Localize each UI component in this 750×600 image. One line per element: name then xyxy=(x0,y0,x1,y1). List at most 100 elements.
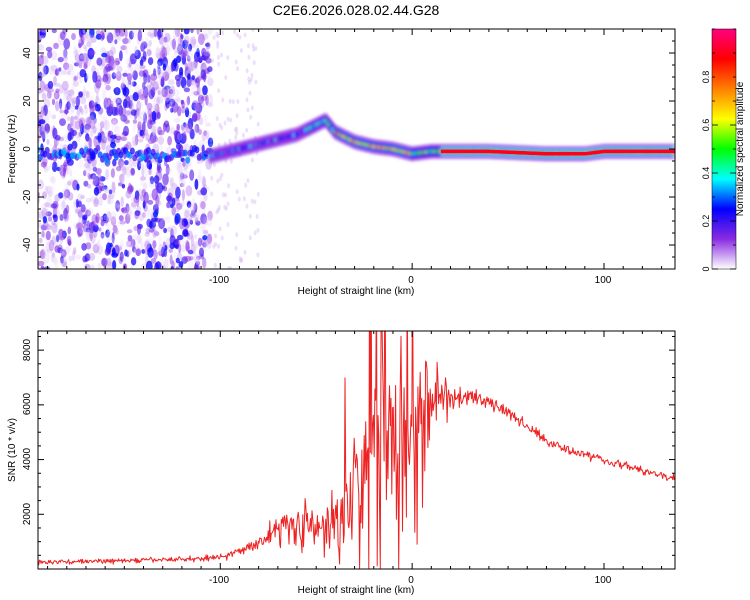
noise-speck xyxy=(41,203,46,211)
noise-speck xyxy=(202,257,207,269)
noise-speck xyxy=(256,252,260,258)
noise-speck xyxy=(193,139,197,145)
noise-speck xyxy=(81,29,86,34)
noise-speck xyxy=(63,212,69,222)
noise-speck xyxy=(106,261,112,269)
noise-speck xyxy=(124,113,128,124)
noise-speck xyxy=(214,233,217,239)
noise-speck xyxy=(131,29,138,39)
snr-ticks xyxy=(38,331,675,569)
noise-speck xyxy=(184,209,190,219)
noise-speck xyxy=(158,243,165,255)
noise-speck xyxy=(193,263,200,269)
noise-speck xyxy=(155,180,159,191)
noise-speck xyxy=(89,104,95,116)
noise-speck xyxy=(170,61,174,73)
noise-speck xyxy=(110,141,116,149)
noise-speck xyxy=(89,264,95,269)
noise-speck xyxy=(86,90,90,98)
noise-speck xyxy=(195,102,203,114)
noise-speck xyxy=(256,227,260,233)
noise-speck xyxy=(215,116,219,122)
noise-speck xyxy=(153,105,159,113)
noise-speck xyxy=(79,227,85,234)
noise-speck xyxy=(51,114,57,120)
noise-speck xyxy=(111,247,116,256)
noise-speck xyxy=(246,107,250,113)
noise-speck xyxy=(191,75,196,81)
noise-speck xyxy=(200,213,208,225)
noise-speck xyxy=(184,107,190,118)
noise-speck xyxy=(138,138,144,143)
noise-speck xyxy=(170,228,174,239)
noise-speck xyxy=(228,138,232,144)
noise-speck xyxy=(128,62,132,68)
noise-speck xyxy=(150,136,156,144)
noise-speck xyxy=(70,68,76,80)
noise-speck xyxy=(187,61,194,73)
noise-speck xyxy=(256,121,260,127)
noise-speck xyxy=(108,193,115,200)
noise-speck xyxy=(69,89,73,94)
noise-speck xyxy=(126,229,133,234)
noise-speck xyxy=(40,29,46,33)
noise-speck xyxy=(147,57,154,66)
noise-speck xyxy=(84,225,90,237)
noise-speck xyxy=(67,238,71,246)
noise-speck xyxy=(50,176,56,185)
noise-speck xyxy=(44,202,50,208)
noise-speck xyxy=(50,50,58,61)
noise-speck xyxy=(92,71,98,83)
noise-speck xyxy=(103,130,108,142)
noise-speck xyxy=(168,248,173,253)
noise-speck xyxy=(179,182,185,188)
noise-speck xyxy=(89,49,96,56)
noise-speck xyxy=(154,86,161,92)
noise-speck xyxy=(194,178,199,190)
noise-speck xyxy=(82,89,88,101)
noise-speck xyxy=(163,36,168,43)
noise-speck xyxy=(130,79,134,88)
noise-speck xyxy=(191,100,199,110)
noise-speck xyxy=(73,75,79,81)
noise-speck xyxy=(233,127,237,133)
spec-ytick-label: 0 xyxy=(22,146,33,152)
noise-speck xyxy=(46,248,53,254)
noise-speck xyxy=(123,135,129,142)
noise-speck xyxy=(86,162,93,171)
noise-speck xyxy=(142,121,146,133)
noise-speck xyxy=(83,170,87,177)
noise-speck xyxy=(59,231,65,239)
noise-speck xyxy=(139,214,143,223)
noise-speck xyxy=(53,90,60,100)
noise-speck xyxy=(62,167,66,178)
noise-speck xyxy=(126,110,131,116)
noise-speck xyxy=(102,119,108,130)
noise-speck xyxy=(165,163,170,176)
noise-speck xyxy=(172,89,180,97)
colorbar: 0 0.2 0.4 0.6 0.8 Normalized spectral am… xyxy=(701,28,746,272)
noise-speck xyxy=(151,125,157,134)
noise-speck xyxy=(109,261,113,268)
noise-speck xyxy=(116,65,123,73)
noise-speck xyxy=(69,88,75,98)
noise-speck xyxy=(220,125,224,131)
noise-speck xyxy=(203,48,210,57)
noise-speck xyxy=(110,39,116,49)
noise-speck xyxy=(245,127,249,133)
spectrogram-ticks xyxy=(38,29,675,269)
noise-speck xyxy=(223,204,227,210)
noise-speck xyxy=(182,39,189,50)
noise-speck xyxy=(92,180,99,186)
noise-speck xyxy=(77,200,82,208)
noise-speck xyxy=(118,243,124,249)
noise-speck xyxy=(183,35,190,44)
noise-speck xyxy=(42,110,46,117)
noise-speck xyxy=(251,29,255,32)
noise-speck xyxy=(130,265,134,269)
noise-speck xyxy=(173,117,181,124)
noise-speck xyxy=(254,79,258,85)
noise-speck xyxy=(143,112,148,124)
noise-speck xyxy=(163,94,171,102)
noise-speck xyxy=(149,168,153,176)
